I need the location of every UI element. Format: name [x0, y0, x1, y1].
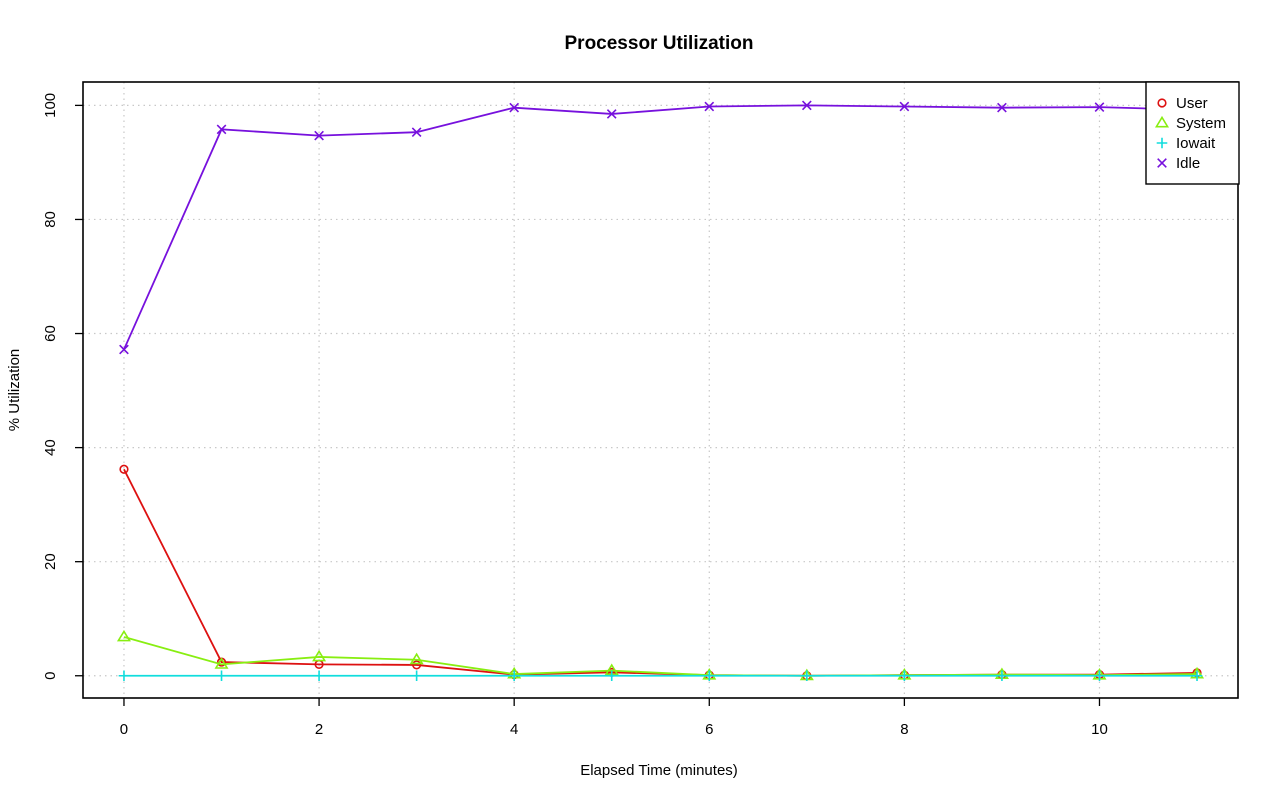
- data-point-idle-1: [216, 124, 227, 135]
- y-tick-label: 0: [42, 672, 59, 680]
- data-point-iowait-8: [899, 670, 910, 682]
- data-point-idle-5: [606, 109, 617, 119]
- legend-marker-system: [1154, 115, 1170, 128]
- data-point-iowait-0: [118, 670, 130, 682]
- x-tick-label: 10: [1091, 721, 1108, 738]
- series-layer: [116, 100, 1205, 682]
- data-point-system-0: [116, 629, 131, 642]
- y-axis-label: % Utilization: [6, 349, 23, 432]
- grid: [83, 82, 1238, 698]
- data-point-iowait-11: [1191, 670, 1203, 682]
- x-tick-label: 6: [705, 721, 713, 738]
- series-line-system: [123, 636, 1198, 677]
- x-tick-label: 8: [900, 721, 908, 738]
- data-point-system-1: [214, 657, 229, 669]
- y-tick-label: 20: [42, 553, 59, 570]
- data-point-idle-10: [1094, 102, 1105, 112]
- data-point-idle-8: [899, 101, 910, 112]
- plot-frame: [82, 81, 1239, 699]
- data-point-user-3: [412, 660, 422, 670]
- legend-marker-user: [1157, 98, 1167, 108]
- y-tick-label: 100: [42, 93, 59, 118]
- series-user: [119, 464, 1202, 681]
- x-tick-label: 0: [120, 721, 128, 738]
- data-point-iowait-2: [313, 670, 325, 682]
- legend-label-idle: Idle: [1176, 155, 1200, 172]
- data-point-iowait-7: [801, 670, 813, 682]
- legend: User System Iowait Idle: [1145, 81, 1240, 185]
- data-point-iowait-4: [508, 670, 520, 682]
- data-point-idle-4: [509, 102, 520, 113]
- series-iowait: [118, 670, 1203, 682]
- data-point-idle-7: [801, 100, 812, 111]
- data-point-idle-6: [704, 101, 715, 112]
- series-system: [116, 629, 1205, 681]
- legend-label-iowait: Iowait: [1176, 135, 1216, 152]
- series-line-user: [123, 468, 1198, 677]
- data-point-iowait-3: [411, 670, 422, 682]
- data-point-idle-2: [314, 130, 324, 141]
- legend-label-system: System: [1176, 115, 1226, 132]
- data-point-user-0: [119, 464, 129, 474]
- x-tick-label: 2: [315, 721, 323, 738]
- data-point-idle-9: [997, 102, 1007, 113]
- series-line-idle: [123, 104, 1198, 350]
- data-point-system-2: [312, 649, 327, 662]
- data-point-system-3: [409, 652, 424, 665]
- x-tick-label: 4: [510, 721, 518, 738]
- y-tick-label: 80: [42, 211, 59, 228]
- x-axis-label: Elapsed Time (minutes): [580, 762, 738, 779]
- data-point-iowait-6: [703, 670, 715, 682]
- data-point-idle-3: [411, 127, 422, 138]
- data-point-iowait-9: [996, 670, 1008, 682]
- series-idle: [119, 100, 1202, 355]
- y-axis: 0 20 40 60 80 100: [42, 93, 83, 680]
- legend-marker-idle: [1157, 158, 1167, 168]
- data-point-iowait-5: [606, 670, 618, 682]
- y-tick-label: 40: [42, 439, 59, 456]
- y-tick-label: 60: [42, 325, 59, 342]
- data-point-idle-0: [119, 344, 129, 355]
- data-point-iowait-1: [216, 670, 227, 682]
- legend-label-user: User: [1176, 95, 1208, 112]
- chart-title: Processor Utilization: [565, 33, 754, 54]
- legend-marker-iowait: [1156, 137, 1168, 149]
- x-axis: 0 2 4 6 8 10: [120, 698, 1108, 738]
- data-point-iowait-10: [1094, 670, 1105, 682]
